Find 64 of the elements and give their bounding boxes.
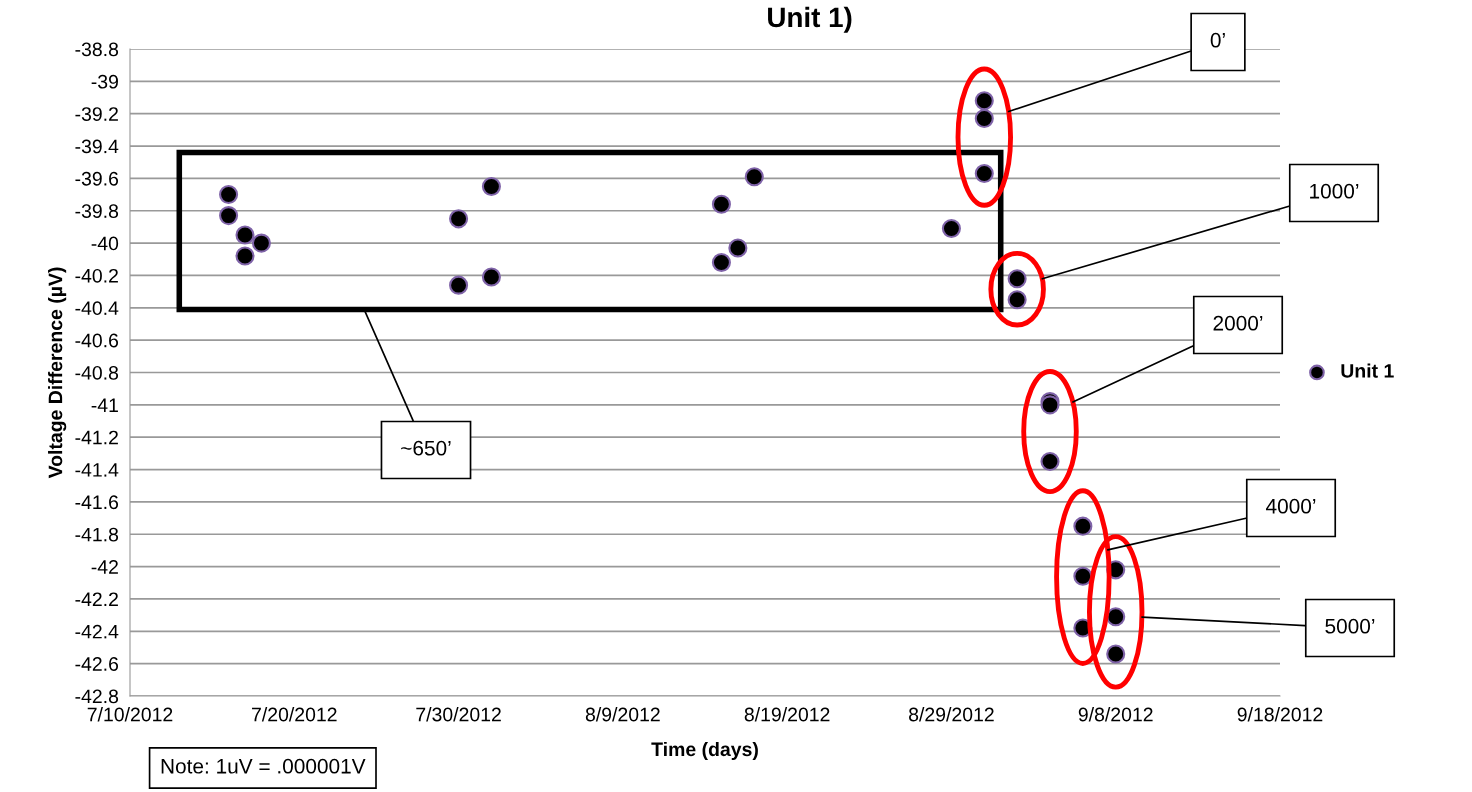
point <box>481 176 501 197</box>
point <box>711 194 731 214</box>
point <box>744 167 764 187</box>
y-tick-label: -39.2 <box>75 107 118 121</box>
annotation: 2000’ <box>1213 315 1263 331</box>
text: 5000’ <box>1325 618 1375 634</box>
point <box>1073 566 1093 586</box>
y-tick-label: -40 <box>91 236 119 251</box>
point <box>974 164 994 184</box>
point <box>481 267 501 287</box>
y-tick-label: -39.6 <box>75 171 119 186</box>
chart-title: Unit 1) <box>768 6 852 33</box>
point <box>449 209 469 229</box>
text: 1000’ <box>1310 183 1359 199</box>
point <box>974 109 994 129</box>
y-tick-label: -42.8 <box>75 689 119 704</box>
y-tick-label: -39 <box>91 74 118 89</box>
y-tick-label: -41.6 <box>75 495 119 510</box>
y-tick-label: -40.4 <box>75 301 119 316</box>
annotation: 4000’ <box>1265 498 1316 514</box>
point <box>1106 644 1126 664</box>
point <box>1040 451 1060 472</box>
point <box>974 91 994 111</box>
x-tick-label: 9/18/2012 <box>1237 707 1323 722</box>
x-tick-label: 7/20/2012 <box>252 707 337 722</box>
y-tick-label: -42 <box>91 560 118 574</box>
x-tick-label: 9/8/2012 <box>1078 707 1153 722</box>
x-tick-label: 8/9/2012 <box>585 707 660 722</box>
point <box>1007 269 1027 289</box>
text: Note: 1uV = .000001V <box>161 758 366 774</box>
point <box>1007 290 1027 310</box>
y-tick-label: -40.2 <box>75 268 118 283</box>
y-tick-label: -41.4 <box>75 463 119 477</box>
y-tick-label: -42.2 <box>75 592 118 606</box>
y-tick-label: -41.8 <box>75 527 119 542</box>
y-tick-label: -41.2 <box>75 430 118 445</box>
y-tick-label: -39.8 <box>75 204 119 218</box>
point <box>1073 516 1093 536</box>
x-tick-label: 7/10/2012 <box>87 707 173 722</box>
point <box>235 246 255 266</box>
y-tick-label: -41 <box>91 398 118 412</box>
point <box>941 219 961 239</box>
y-tick-label: -40.8 <box>75 365 119 380</box>
point <box>251 233 271 253</box>
y-tick-label: -40.6 <box>75 333 119 348</box>
x-tick-label: 7/30/2012 <box>416 707 501 722</box>
legend-label: Unit 1 <box>1341 363 1394 378</box>
y-tick-label: -39.4 <box>75 139 119 154</box>
point <box>449 275 469 295</box>
point <box>728 238 748 258</box>
y-tick-label: -38.8 <box>75 42 119 57</box>
x-tick-label: 8/29/2012 <box>909 707 994 722</box>
point <box>219 185 239 205</box>
point <box>711 252 731 273</box>
point <box>219 206 239 226</box>
annotation: ~650’ <box>401 440 451 456</box>
x-tick-label: 8/19/2012 <box>744 707 830 722</box>
text: 0’ <box>1210 32 1225 48</box>
y-tick-label: -42.4 <box>75 624 119 639</box>
y-axis-title: Voltage Difference (µV) <box>48 267 67 479</box>
point <box>235 225 255 245</box>
y-tick-label: -42.6 <box>75 657 119 671</box>
x-axis-title: Time (days) <box>651 741 758 761</box>
point <box>1106 607 1126 627</box>
